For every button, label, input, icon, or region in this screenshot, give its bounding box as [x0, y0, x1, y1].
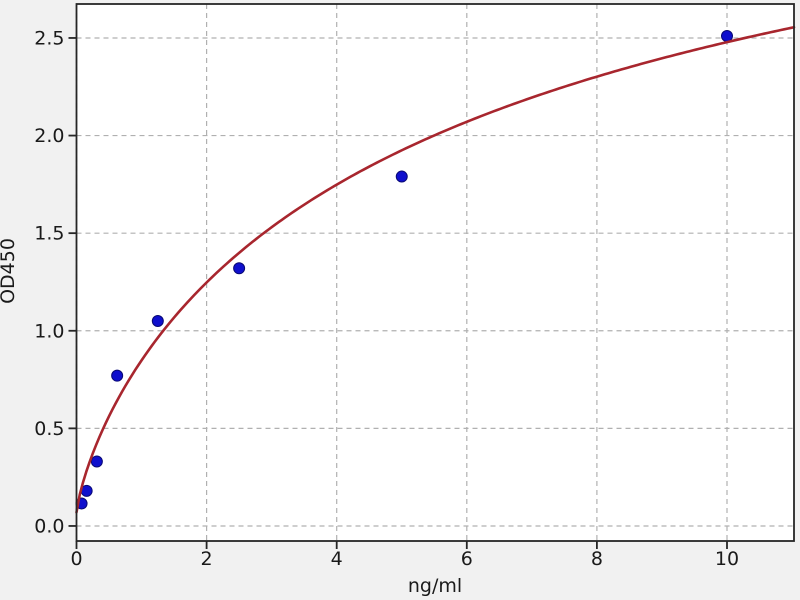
tick-layer: 0 2 4 6 8 10 0.0 0.5 1.0 1.5 2.0 2.5	[34, 27, 739, 570]
data-point	[151, 315, 164, 328]
fit-curve	[75, 25, 796, 514]
y-tick-label: 2.5	[34, 27, 64, 49]
y-tick-label: 0.5	[34, 418, 64, 440]
axes-spines	[75, 3, 795, 542]
data-point	[395, 170, 408, 183]
x-tick-label: 0	[70, 548, 82, 570]
y-axis-label: OD450	[0, 238, 19, 304]
x-tick-label: 2	[201, 548, 213, 570]
x-tick-label: 4	[331, 548, 343, 570]
y-tick-label: 1.5	[34, 223, 64, 245]
plot-area	[76, 4, 794, 541]
y-tick-label: 2.0	[34, 125, 64, 147]
data-point	[111, 369, 124, 382]
x-tick-label: 8	[591, 548, 603, 570]
x-tick-label: 6	[461, 548, 473, 570]
data-point	[233, 262, 246, 275]
data-layer	[75, 25, 796, 514]
data-point	[90, 455, 103, 468]
x-axis-label: ng/ml	[408, 575, 462, 597]
y-tick-label: 0.0	[34, 515, 64, 537]
x-tick-label: 10	[715, 548, 739, 570]
grid-layer	[75, 4, 794, 541]
data-point	[720, 30, 733, 43]
y-tick-label: 1.0	[34, 320, 64, 342]
